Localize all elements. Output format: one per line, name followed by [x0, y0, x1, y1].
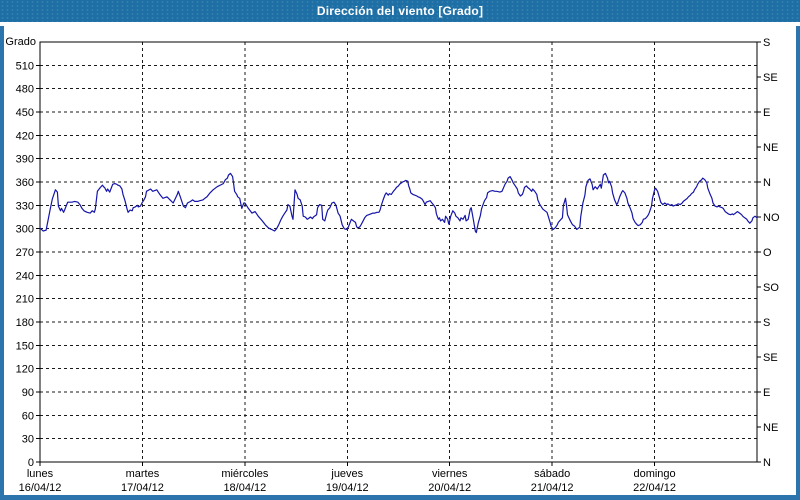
day-name-label: viernes	[432, 468, 468, 480]
compass-tick-label: E	[763, 107, 770, 119]
day-date-label: 18/04/12	[223, 482, 266, 494]
y-axis-tick-label: 0	[28, 457, 34, 469]
compass-tick-label: S	[763, 317, 770, 329]
compass-tick-label: NO	[763, 212, 780, 224]
y-axis-tick-label: 120	[16, 364, 34, 376]
compass-tick-label: NE	[763, 142, 778, 154]
day-date-label: 21/04/12	[531, 482, 574, 494]
day-name-label: martes	[126, 468, 160, 480]
plot-frame	[39, 41, 758, 463]
day-date-label: 22/04/12	[633, 482, 676, 494]
compass-tick-label: S	[763, 37, 770, 49]
y-axis-tick-label: 360	[16, 177, 34, 189]
y-axis-tick-label: 420	[16, 130, 34, 142]
y-axis-tick-label: 390	[16, 154, 34, 166]
y-axis-tick-label: 330	[16, 200, 34, 212]
y-axis-tick-label: 510	[16, 60, 34, 72]
y-axis-title: Grado	[5, 36, 36, 48]
day-name-label: domingo	[633, 468, 675, 480]
y-axis-tick-label: 30	[22, 434, 34, 446]
y-axis-tick-label: 90	[22, 387, 34, 399]
compass-tick-label: SE	[763, 72, 778, 84]
wind-direction-series-line	[39, 172, 758, 234]
day-date-label: 20/04/12	[428, 482, 471, 494]
compass-tick-label: E	[763, 387, 770, 399]
compass-tick-label: N	[763, 177, 771, 189]
y-axis-tick-label: 240	[16, 270, 34, 282]
day-name-label: lunes	[27, 468, 54, 480]
y-axis-tick-label: 480	[16, 84, 34, 96]
window-title: Dirección del viento [Grado]	[316, 4, 484, 18]
compass-tick-label: O	[763, 247, 772, 259]
y-axis-tick-label: 180	[16, 317, 34, 329]
y-axis-tick-label: 150	[16, 340, 34, 352]
day-name-label: jueves	[330, 468, 363, 480]
compass-tick-label: SE	[763, 352, 778, 364]
day-name-label: miércoles	[221, 468, 269, 480]
day-date-label: 17/04/12	[121, 482, 164, 494]
compass-tick-label: N	[763, 457, 771, 469]
y-axis-tick-label: 210	[16, 294, 34, 306]
y-axis-tick-label: 60	[22, 410, 34, 422]
title-bar: Dirección del viento [Grado]	[0, 0, 800, 22]
y-axis-tick-label: 270	[16, 247, 34, 259]
compass-tick-label: SO	[763, 282, 779, 294]
compass-tick-label: NE	[763, 422, 778, 434]
y-axis-tick-label: 300	[16, 224, 34, 236]
day-date-label: 19/04/12	[326, 482, 369, 494]
day-name-label: sábado	[534, 468, 570, 480]
day-date-label: 16/04/12	[19, 482, 62, 494]
y-axis-tick-label: 450	[16, 107, 34, 119]
